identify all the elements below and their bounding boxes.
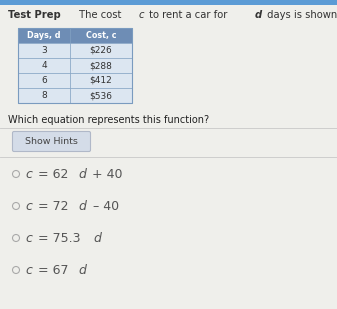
Bar bbox=[18, 28, 70, 43]
Bar bbox=[18, 58, 70, 73]
Text: $412: $412 bbox=[90, 76, 112, 85]
Bar bbox=[70, 43, 132, 58]
Text: d: d bbox=[94, 232, 102, 245]
Text: Days, d: Days, d bbox=[27, 31, 61, 40]
Text: to rent a car for: to rent a car for bbox=[146, 10, 230, 20]
Bar bbox=[18, 28, 132, 103]
Text: c: c bbox=[25, 264, 32, 277]
Text: d: d bbox=[79, 264, 86, 277]
Text: + 40: + 40 bbox=[88, 168, 123, 181]
Bar bbox=[70, 88, 132, 103]
Text: c: c bbox=[25, 200, 32, 213]
Bar bbox=[18, 88, 70, 103]
Text: – 40: – 40 bbox=[89, 200, 119, 213]
Bar bbox=[70, 28, 132, 43]
Text: Which equation represents this function?: Which equation represents this function? bbox=[8, 115, 209, 125]
Text: 4: 4 bbox=[41, 61, 47, 70]
Text: Test Prep: Test Prep bbox=[8, 10, 61, 20]
Bar bbox=[0, 0, 337, 5]
Bar bbox=[18, 43, 70, 58]
Text: 6: 6 bbox=[41, 76, 47, 85]
Text: $226: $226 bbox=[90, 46, 112, 55]
Bar bbox=[70, 73, 132, 88]
Text: = 62: = 62 bbox=[34, 168, 68, 181]
Text: $288: $288 bbox=[90, 61, 113, 70]
Text: days is shown in the table.: days is shown in the table. bbox=[264, 10, 337, 20]
Text: $536: $536 bbox=[90, 91, 113, 100]
Text: d: d bbox=[255, 10, 262, 20]
Bar bbox=[70, 58, 132, 73]
Bar bbox=[18, 73, 70, 88]
FancyBboxPatch shape bbox=[12, 132, 91, 151]
Text: 8: 8 bbox=[41, 91, 47, 100]
Text: = 67: = 67 bbox=[34, 264, 68, 277]
Text: Cost, c: Cost, c bbox=[86, 31, 116, 40]
Text: The cost: The cost bbox=[76, 10, 125, 20]
Text: 3: 3 bbox=[41, 46, 47, 55]
Text: = 72: = 72 bbox=[34, 200, 68, 213]
Text: d: d bbox=[78, 168, 86, 181]
Text: c: c bbox=[25, 168, 32, 181]
Text: c: c bbox=[25, 232, 32, 245]
Text: c: c bbox=[139, 10, 144, 20]
Text: = 75.3: = 75.3 bbox=[34, 232, 80, 245]
Text: d: d bbox=[79, 200, 86, 213]
Text: Show Hints: Show Hints bbox=[25, 137, 78, 146]
